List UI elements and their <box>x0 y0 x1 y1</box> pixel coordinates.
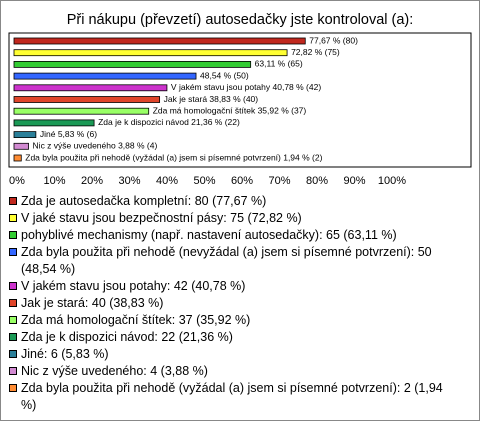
legend-swatch <box>9 316 17 324</box>
x-tick-label: 30% <box>118 175 140 187</box>
data-label: Zda má homologační štítek 35,92 % (37) <box>153 105 307 115</box>
bar <box>13 142 29 150</box>
legend-label: V jaké stavu jsou bezpečnostní pásy: 75 … <box>21 211 302 225</box>
x-tick-label: 70% <box>268 175 290 187</box>
legend-item: pohyblivé mechanismy (např. nastavení au… <box>9 227 449 244</box>
data-label: V jakém stavu jsou potahy 40,78 % (42) <box>171 82 321 92</box>
bar <box>13 96 161 103</box>
x-tick-label: 20% <box>81 175 103 187</box>
data-label: 77,67 % (80) <box>309 35 358 45</box>
legend-item: Zda byla použita při nehodě (vyžádal (a)… <box>9 380 449 414</box>
bar <box>13 84 168 92</box>
bar <box>13 37 306 45</box>
legend-item: Zda je k dispozici návod: 22 (21,36 %) <box>9 329 449 346</box>
x-tick-label: 10% <box>43 175 65 187</box>
legend-swatch <box>9 367 17 375</box>
legend-label: Zda je k dispozici návod: 22 (21,36 %) <box>21 330 233 344</box>
x-tick-label: 0% <box>9 175 25 187</box>
legend-label: V jakém stavu jsou potahy: 42 (40,78 %) <box>21 279 246 293</box>
bar <box>13 131 37 139</box>
bar <box>13 154 22 162</box>
data-label: 48,54 % (50) <box>200 70 249 80</box>
legend-swatch <box>9 333 17 341</box>
x-tick-label: 100% <box>378 175 406 187</box>
legend-label: Jak je stará: 40 (38,83 %) <box>21 296 164 310</box>
bar <box>13 107 150 115</box>
legend-label: Jiné: 6 (5,83 %) <box>21 347 109 361</box>
legend-label: Nic z výše uvedeného: 4 (3,88 %) <box>21 364 208 378</box>
x-tick-label: 90% <box>343 175 365 187</box>
legend-label: Zda byla použita při nehodě (nevyžádal (… <box>21 245 432 276</box>
data-label: 63,11 % (65) <box>255 59 303 69</box>
legend-item: V jakém stavu jsou potahy: 42 (40,78 %) <box>9 278 449 295</box>
legend-swatch <box>9 197 17 205</box>
bar <box>13 61 252 68</box>
legend-swatch <box>9 282 17 290</box>
data-label: Jak je stará 38,83 % (40) <box>164 94 259 104</box>
bar <box>13 72 197 80</box>
legend-item: Zda má homologační štítek: 37 (35,92 %) <box>9 312 449 329</box>
bar <box>13 119 95 127</box>
x-tick-label: 50% <box>193 175 215 187</box>
x-tick-label: 60% <box>231 175 253 187</box>
legend: Zda je autosedačka kompletní: 80 (77,67 … <box>9 193 449 414</box>
legend-swatch <box>9 248 17 256</box>
legend-item: Jak je stará: 40 (38,83 %) <box>9 295 449 312</box>
chart: Při nákupu (převzetí) autosedačky jste k… <box>8 12 472 187</box>
legend-swatch <box>9 384 17 392</box>
data-label: Zda byla použita při nehodě (vyžádal (a)… <box>25 152 322 162</box>
legend-item: Jiné: 6 (5,83 %) <box>9 346 449 363</box>
data-label: 72,82 % (75) <box>291 47 340 57</box>
x-tick-label: 80% <box>306 175 328 187</box>
legend-label: Zda byla použita při nehodě (vyžádal (a)… <box>21 381 443 412</box>
legend-swatch <box>9 231 17 239</box>
legend-label: Zda je autosedačka kompletní: 80 (77,67 … <box>21 194 267 208</box>
bar <box>13 49 288 57</box>
legend-swatch <box>9 299 17 307</box>
legend-item: Zda je autosedačka kompletní: 80 (77,67 … <box>9 193 449 210</box>
data-label: Zda je k dispozici návod 21,36 % (22) <box>98 117 240 127</box>
legend-label: Zda má homologační štítek: 37 (35,92 %) <box>21 313 251 327</box>
legend-label: pohyblivé mechanismy (např. nastavení au… <box>21 228 397 242</box>
legend-item: Nic z výše uvedeného: 4 (3,88 %) <box>9 363 449 380</box>
legend-swatch <box>9 214 17 222</box>
plot-frame <box>8 32 472 168</box>
legend-item: V jaké stavu jsou bezpečnostní pásy: 75 … <box>9 210 449 227</box>
legend-item: Zda byla použita při nehodě (nevyžádal (… <box>9 244 449 278</box>
data-label: Jiné 5,83 % (6) <box>40 129 97 139</box>
x-tick-label: 40% <box>156 175 178 187</box>
legend-swatch <box>9 350 17 358</box>
data-label: Nic z výše uvedeného 3,88 % (4) <box>33 141 158 151</box>
chart-title: Při nákupu (převzetí) autosedačky jste k… <box>67 12 414 28</box>
